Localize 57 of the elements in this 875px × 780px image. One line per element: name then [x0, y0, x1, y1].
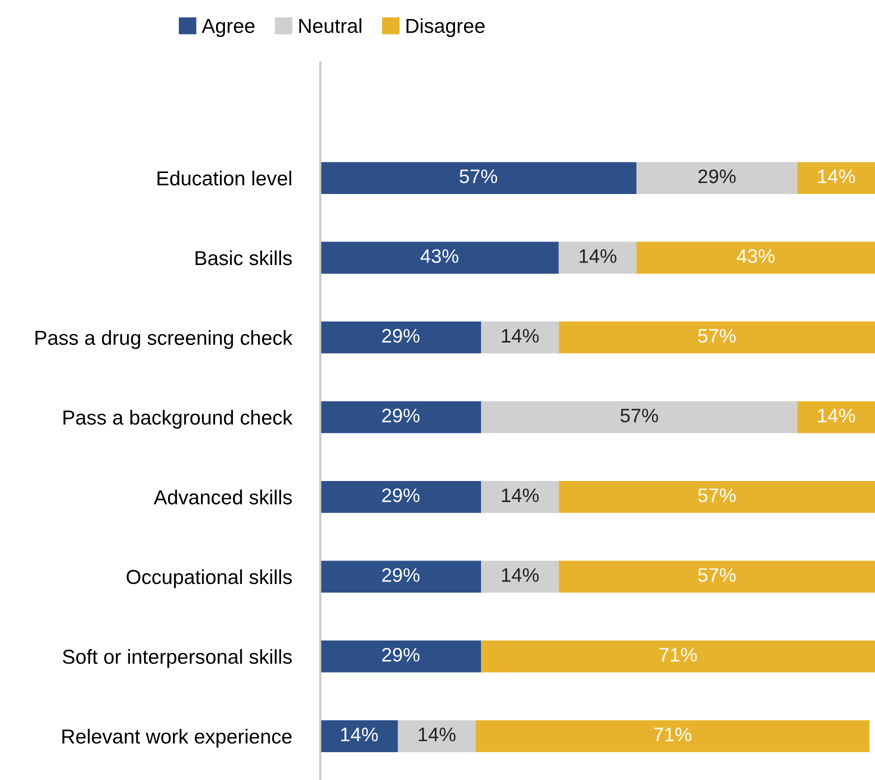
bar [481, 640, 875, 672]
bar [320, 720, 398, 752]
bar [797, 162, 875, 194]
data-label: 57% [698, 329, 736, 343]
bar [558, 322, 875, 354]
data-label: 14% [818, 170, 855, 184]
data-label: 43% [420, 249, 458, 263]
data-label: 57% [460, 170, 498, 184]
bar [481, 481, 559, 513]
bar [320, 560, 482, 593]
data-label: 29% [382, 408, 420, 422]
data-label: 14% [580, 249, 616, 263]
bar [320, 242, 559, 274]
bar [636, 242, 875, 274]
y-tick-label: Relevant work experience [62, 728, 292, 748]
bar [797, 401, 875, 434]
bar [636, 162, 798, 194]
bar [398, 720, 476, 752]
data-label: 29% [382, 648, 420, 662]
y-tick-label: Education level [158, 170, 292, 186]
data-label: 14% [818, 408, 855, 422]
bar [320, 162, 636, 194]
data-label: 14% [502, 568, 539, 582]
data-label: 14% [418, 728, 456, 742]
bar [320, 401, 482, 434]
data-label: 43% [736, 249, 774, 263]
bar [558, 242, 636, 274]
data-label: 14% [502, 329, 539, 343]
bar [481, 322, 559, 354]
bar [320, 640, 482, 672]
data-label: 29% [698, 169, 736, 184]
bar [481, 401, 798, 434]
bar [476, 720, 870, 752]
y-tick-label: Pass a drug screening check [36, 330, 293, 349]
bar [320, 322, 482, 354]
legend-label: Agree [202, 18, 255, 38]
bar [320, 481, 482, 513]
data-label: 29% [382, 328, 420, 343]
bar [558, 481, 875, 513]
data-label: 57% [620, 408, 658, 422]
legend-label: Neutral [299, 18, 362, 34]
data-label: 71% [654, 728, 692, 742]
y-tick-label: Soft or interpersonal skills [62, 649, 292, 668]
y-tick-label: Pass a background check [64, 410, 293, 429]
data-label: 14% [341, 728, 378, 742]
y-tick-label: Basic skills [196, 250, 292, 266]
y-tick-label: Advanced skills [154, 490, 292, 504]
data-label: 14% [502, 488, 539, 502]
bar [558, 560, 875, 593]
data-label: 71% [660, 648, 697, 662]
data-label: 29% [382, 568, 420, 582]
bar [481, 560, 559, 593]
data-label: 57% [698, 568, 736, 582]
data-label: 29% [382, 488, 420, 502]
y-tick-label: Occupational skills [126, 569, 292, 588]
legend-label: Disagree [406, 18, 485, 38]
data-label: 57% [698, 488, 736, 502]
